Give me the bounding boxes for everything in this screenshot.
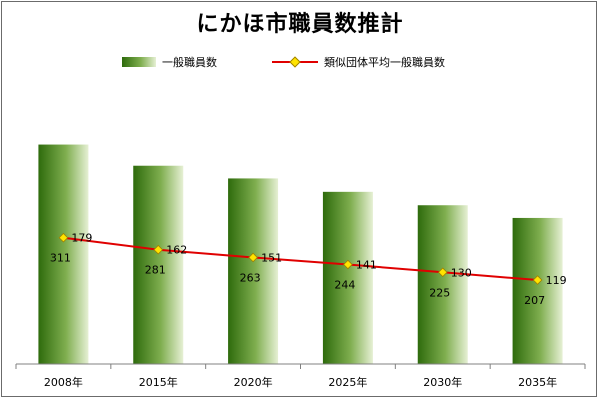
line-value-label: 130 xyxy=(451,266,472,279)
x-tick-label: 2008年 xyxy=(44,375,83,389)
legend-line-swatch xyxy=(272,57,318,67)
legend: 一般職員数 類似団体平均一般職員数 xyxy=(0,54,600,74)
bar-value-label: 207 xyxy=(524,294,545,307)
line-marker xyxy=(437,267,448,278)
bar-0 xyxy=(38,144,89,364)
bar-1 xyxy=(133,165,184,364)
line-value-label: 141 xyxy=(356,259,377,272)
bar-value-label: 225 xyxy=(429,286,450,299)
line-marker xyxy=(343,259,353,270)
bar-value-label: 311 xyxy=(50,252,71,265)
line-value-label: 151 xyxy=(261,251,282,264)
x-tick-label: 2015年 xyxy=(139,375,178,389)
legend-bar-label: 一般職員数 xyxy=(162,56,217,69)
line-marker xyxy=(248,252,258,263)
legend-bar-swatch xyxy=(122,57,156,67)
line-marker xyxy=(532,275,543,285)
x-tick-label: 2035年 xyxy=(518,375,557,389)
line-series xyxy=(63,236,538,282)
bar-5 xyxy=(512,217,563,364)
x-tick-label: 2025年 xyxy=(328,375,367,389)
bar-2 xyxy=(228,178,279,364)
legend-item-bars: 一般職員数 xyxy=(122,54,217,70)
bar-3 xyxy=(322,191,373,364)
x-tick-label: 2020年 xyxy=(234,375,273,389)
line-value-label: 179 xyxy=(71,232,92,245)
line-marker xyxy=(58,232,69,243)
legend-item-line: 類似団体平均一般職員数 xyxy=(272,54,445,70)
bar-4 xyxy=(417,205,468,364)
line-value-label: 162 xyxy=(166,244,187,257)
bar-value-label: 244 xyxy=(334,279,355,292)
line-value-label: 119 xyxy=(546,274,567,287)
chart-title: にかほ市職員数推計 xyxy=(196,12,404,37)
legend-line-label: 類似団体平均一般職員数 xyxy=(324,56,445,69)
bar-value-label: 263 xyxy=(240,271,261,284)
bar-value-label: 281 xyxy=(145,264,166,277)
line-marker xyxy=(153,244,164,255)
x-tick-label: 2030年 xyxy=(423,375,462,389)
